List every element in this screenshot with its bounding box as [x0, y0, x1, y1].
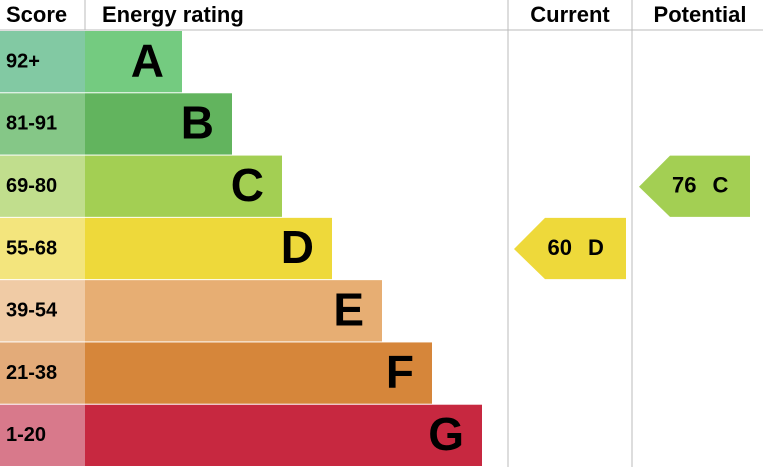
score-label: 81-91	[6, 113, 57, 135]
rating-bar	[85, 342, 432, 404]
potential-value: 76	[672, 173, 696, 198]
rating-letter: C	[231, 159, 264, 211]
current-arrow	[514, 217, 626, 280]
score-cell	[0, 404, 85, 466]
potential-letter: C	[713, 173, 729, 198]
current-letter: D	[588, 235, 604, 260]
score-cell	[0, 280, 85, 342]
rating-bar	[85, 280, 382, 342]
potential-header: Potential	[654, 2, 747, 27]
potential-arrow	[639, 155, 750, 217]
rating-letter: F	[386, 346, 414, 398]
score-label: 92+	[6, 50, 40, 72]
score-cell	[0, 217, 85, 280]
score-cell	[0, 342, 85, 404]
rating-letter: B	[181, 97, 214, 149]
rating-letter: A	[131, 34, 164, 86]
rating-bar	[85, 93, 232, 155]
score-cell	[0, 93, 85, 155]
score-label: 21-38	[6, 362, 57, 384]
score-label: 55-68	[6, 237, 57, 259]
rating-bar	[85, 31, 182, 93]
current-value: 60	[548, 235, 572, 260]
rating-letter: E	[333, 283, 364, 335]
score-cell	[0, 155, 85, 217]
rating-letter: G	[428, 408, 464, 460]
score-label: 1-20	[6, 424, 46, 446]
rating-bar	[85, 404, 482, 466]
score-header: Score	[6, 2, 67, 27]
rating-letter: D	[281, 221, 314, 273]
rating-bar	[85, 155, 282, 217]
score-label: 39-54	[6, 300, 58, 322]
current-header: Current	[530, 2, 610, 27]
rating-header: Energy rating	[102, 2, 244, 27]
score-cell	[0, 31, 85, 93]
score-label: 69-80	[6, 175, 57, 197]
rating-bar	[85, 217, 332, 280]
